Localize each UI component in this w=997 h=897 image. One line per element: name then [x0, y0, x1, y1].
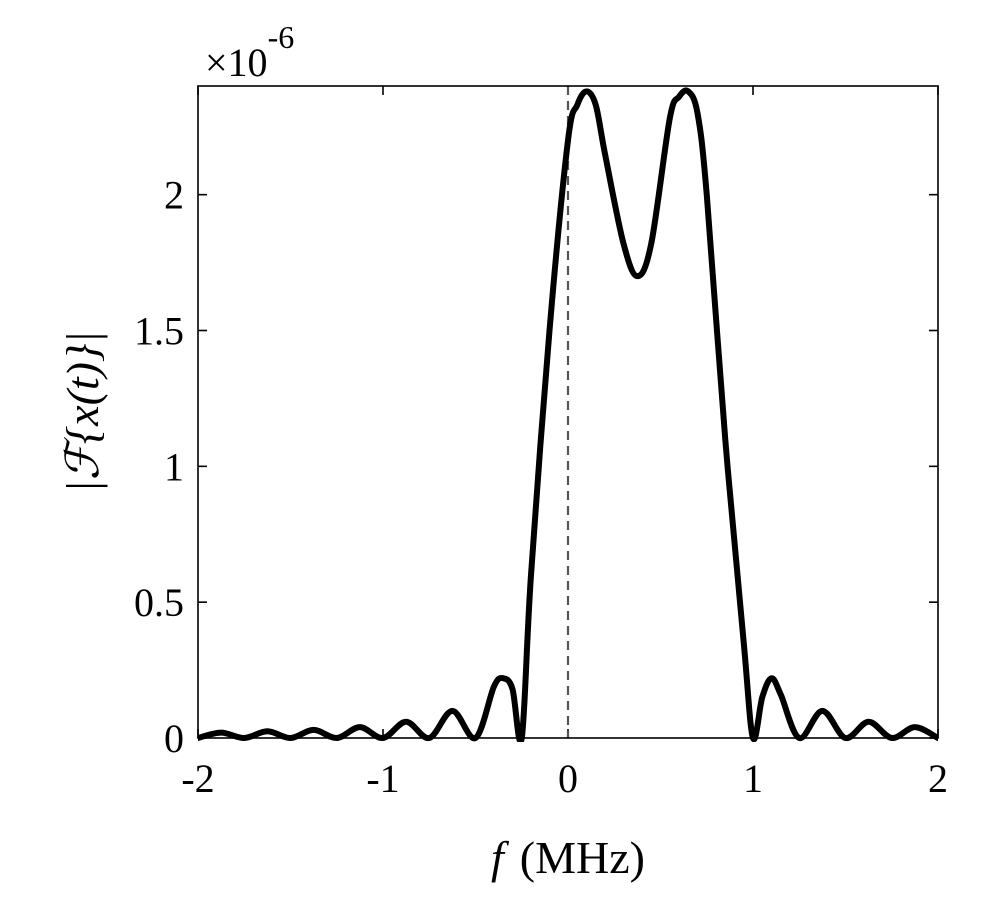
y-tick-label: 0.5 — [134, 580, 184, 625]
plot-frame — [197, 85, 939, 739]
y-tick-label: 2 — [164, 173, 184, 218]
y-multiplier-exp: -6 — [268, 19, 295, 55]
tick-labels: -2 -1 0 1 2 0 0.5 1 1.5 2 — [134, 173, 948, 801]
x-tick-label: -1 — [366, 756, 399, 801]
y-tick-label: 1.5 — [134, 309, 184, 354]
y-multiplier: ×10-6 — [205, 19, 294, 85]
x-axis-unit: (MHz) — [520, 832, 645, 883]
x-axis-variable: f — [491, 832, 510, 883]
y-axis-title: |ℱ{x(t)}| — [57, 331, 108, 493]
x-tick-label: -2 — [181, 756, 214, 801]
y-multiplier-base: ×10 — [205, 40, 268, 85]
x-tick-label: 1 — [743, 756, 763, 801]
y-tick-label: 0 — [164, 716, 184, 761]
x-axis-title: f (MHz) — [491, 832, 645, 883]
x-tick-label: 0 — [558, 756, 578, 801]
x-tick-label: 2 — [928, 756, 948, 801]
y-tick-label: 1 — [164, 444, 184, 489]
